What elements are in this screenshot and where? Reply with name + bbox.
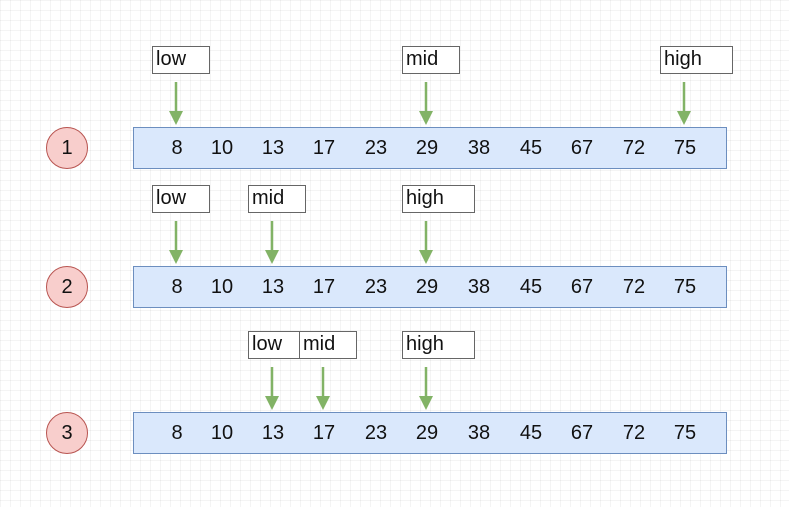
- down-arrow-icon: [169, 82, 183, 125]
- array-cell: 8: [171, 421, 183, 444]
- array-cell: 17: [312, 136, 336, 159]
- array-cell: 23: [364, 275, 388, 298]
- down-arrow-icon: [419, 221, 433, 264]
- step-number-badge: 2: [46, 266, 88, 308]
- pointer-label-low: low: [248, 331, 306, 359]
- down-arrow-icon: [419, 82, 433, 125]
- array-cell: 67: [570, 136, 594, 159]
- down-arrow-icon: [265, 221, 279, 264]
- pointer-label-mid: mid: [402, 46, 460, 74]
- array-cell: 8: [171, 136, 183, 159]
- pointer-label-high: high: [402, 331, 475, 359]
- pointer-label-high: high: [402, 185, 475, 213]
- array-cell: 17: [312, 275, 336, 298]
- array-cell: 10: [210, 421, 234, 444]
- array-cell: 13: [261, 136, 285, 159]
- array-cell: 67: [570, 275, 594, 298]
- step-number-badge: 3: [46, 412, 88, 454]
- step-2: 2 8 10 13 17 23 29 38 45 67 72 75 low mid high: [0, 184, 789, 314]
- down-arrow-icon: [169, 221, 183, 264]
- array-cell: 10: [210, 136, 234, 159]
- array-cell: 75: [673, 136, 697, 159]
- step-3: 3 8 10 13 17 23 29 38 45 67 72 75 low mid high: [0, 330, 789, 460]
- array-box: 8 10 13 17 23 29 38 45 67 72 75: [133, 266, 727, 308]
- down-arrow-icon: [316, 367, 330, 410]
- array-cell: 75: [673, 421, 697, 444]
- array-cell: 13: [261, 421, 285, 444]
- array-cell: 29: [415, 275, 439, 298]
- array-box: 8 10 13 17 23 29 38 45 67 72 75: [133, 127, 727, 169]
- array-box: 8 10 13 17 23 29 38 45 67 72 75: [133, 412, 727, 454]
- array-cell: 38: [467, 136, 491, 159]
- down-arrow-icon: [419, 367, 433, 410]
- array-cell: 67: [570, 421, 594, 444]
- array-cell: 23: [364, 421, 388, 444]
- array-cell: 29: [415, 136, 439, 159]
- pointer-label-mid: mid: [248, 185, 306, 213]
- step-number-badge: 1: [46, 127, 88, 169]
- array-cell: 45: [519, 275, 543, 298]
- array-cell: 72: [622, 136, 646, 159]
- down-arrow-icon: [677, 82, 691, 125]
- array-cell: 29: [415, 421, 439, 444]
- array-cell: 72: [622, 275, 646, 298]
- array-cell: 13: [261, 275, 285, 298]
- pointer-label-mid: mid: [299, 331, 357, 359]
- array-cell: 23: [364, 136, 388, 159]
- pointer-label-high: high: [660, 46, 733, 74]
- array-cell: 45: [519, 136, 543, 159]
- array-cell: 38: [467, 421, 491, 444]
- array-cell: 72: [622, 421, 646, 444]
- array-cell: 17: [312, 421, 336, 444]
- pointer-label-low: low: [152, 46, 210, 74]
- array-cell: 75: [673, 275, 697, 298]
- pointer-label-low: low: [152, 185, 210, 213]
- array-cell: 10: [210, 275, 234, 298]
- array-cell: 38: [467, 275, 491, 298]
- array-cell: 8: [171, 275, 183, 298]
- step-1: 1 8 10 13 17 23 29 38 45 67 72 75 low mid high: [0, 45, 789, 175]
- down-arrow-icon: [265, 367, 279, 410]
- array-cell: 45: [519, 421, 543, 444]
